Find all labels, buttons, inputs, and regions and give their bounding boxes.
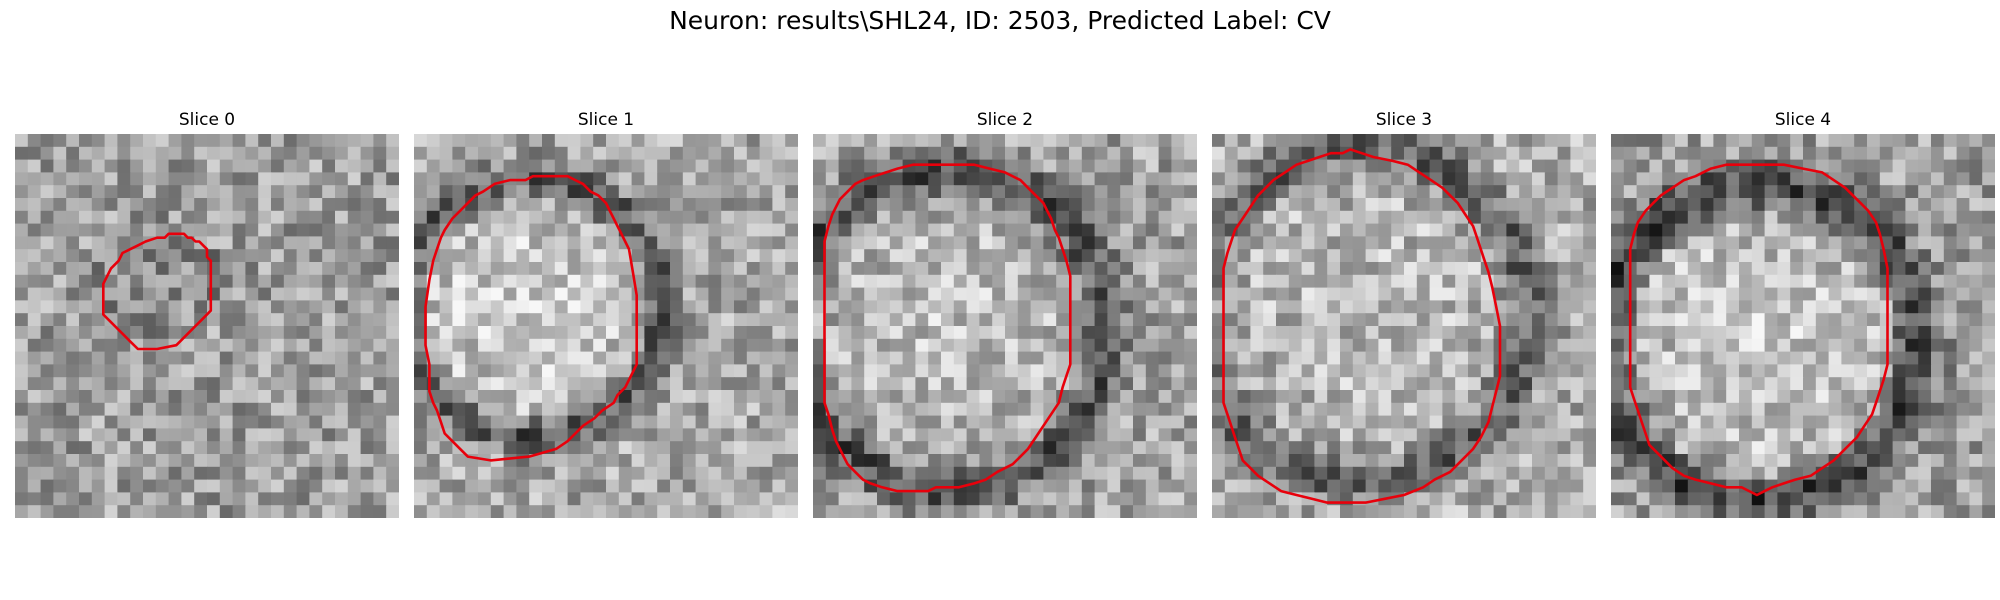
segmentation-contour-0 [102,232,213,351]
pixel-grid [15,134,399,518]
slice-title-3: Slice 3 [1375,110,1433,130]
slice-panel-2: Slice 2 [813,110,1197,522]
slice-title-0: Slice 0 [178,110,236,130]
pixel-grid [1212,134,1596,518]
slice-title-2: Slice 2 [976,110,1034,130]
slice-image-1 [414,134,798,518]
pixel-grid [414,134,798,518]
slice-title-1: Slice 1 [577,110,635,130]
slice-panel-1: Slice 1 [414,110,798,522]
slice-panel-0: Slice 0 [15,110,399,522]
pixel-grid [813,134,1197,518]
segmentation-contour-2 [823,163,1072,493]
slice-image-4 [1611,134,1995,518]
slice-image-2 [813,134,1197,518]
segmentation-contour-1 [424,174,638,462]
segmentation-contour-3 [1222,148,1502,504]
slice-panel-3: Slice 3 [1212,110,1596,522]
figure-title: Neuron: results\SHL24, ID: 2503, Predict… [669,6,1331,35]
segmentation-contour-4 [1628,163,1889,497]
slice-panel-4: Slice 4 [1611,110,1995,522]
slice-title-4: Slice 4 [1774,110,1832,130]
slice-image-3 [1212,134,1596,518]
slice-image-0 [15,134,399,518]
